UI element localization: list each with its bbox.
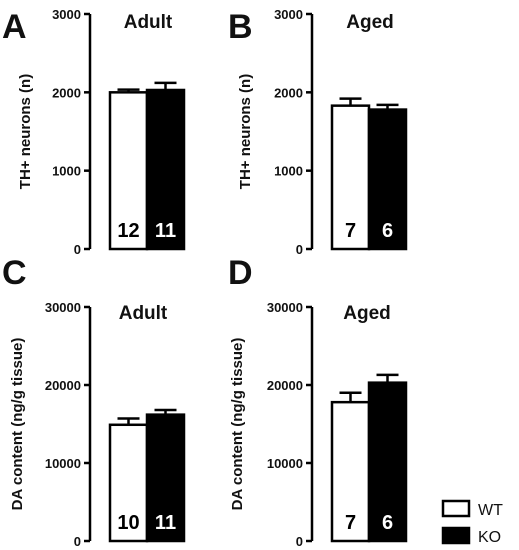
- panel-letter: B: [228, 8, 253, 46]
- y-tick-label: 3000: [274, 7, 303, 22]
- chart-title: Aged: [346, 12, 394, 33]
- legend-swatch-wt: [441, 499, 471, 518]
- y-tick-label: 0: [74, 534, 81, 549]
- bar-wt: [330, 400, 371, 543]
- panel-d: D Aged 0 10000 20000 30000 DA content (ng/g ti…: [228, 254, 408, 549]
- y-tick-label: 2000: [274, 85, 303, 100]
- y-axis-label: DA content (ng/g tissue): [9, 338, 26, 511]
- y-tick-label: 2000: [52, 85, 81, 100]
- n-label-ko: 11: [155, 512, 176, 534]
- bar-ko: [367, 108, 408, 251]
- y-tick-label: 10000: [45, 456, 81, 471]
- panel-letter: C: [2, 254, 27, 292]
- y-axis-label: TH+ neurons (n): [237, 74, 254, 189]
- y-tick-label: 20000: [267, 378, 303, 393]
- n-label-ko: 6: [382, 512, 393, 534]
- y-tick-label: 1000: [274, 164, 303, 179]
- y-tick-label: 0: [296, 534, 303, 549]
- panel-c: C Adult 0 10000 20000 30000 DA content (ng/g t…: [2, 254, 186, 549]
- y-axis-label: TH+ neurons (n): [17, 74, 34, 189]
- chart-title: Aged: [343, 303, 391, 324]
- n-label-wt: 7: [345, 220, 356, 242]
- y-tick-label: 3000: [52, 7, 81, 22]
- chart-title: Adult: [124, 12, 173, 33]
- y-tick-label: 30000: [45, 300, 81, 315]
- y-tick-label: 0: [296, 242, 303, 257]
- n-label-wt: 10: [117, 512, 139, 534]
- legend-label-wt: WT: [478, 502, 503, 519]
- legend-label-ko: KO: [478, 529, 501, 546]
- n-label-wt: 12: [117, 220, 139, 242]
- panel-a: A Adult 0 1000 2000 3000 TH+ neurons (n) 12 11: [2, 7, 186, 257]
- n-label-ko: 11: [155, 220, 176, 242]
- y-tick-label: 1000: [52, 164, 81, 179]
- y-tick-label: 10000: [267, 456, 303, 471]
- chart-title: Adult: [119, 303, 168, 324]
- n-label-ko: 6: [382, 220, 393, 242]
- n-label-wt: 7: [345, 512, 356, 534]
- legend: WT KO: [441, 499, 503, 546]
- panel-letter: A: [2, 8, 27, 46]
- panel-b: B Aged 0 1000 2000 3000 TH+ neurons (n) 7 6: [228, 7, 408, 257]
- y-axis-label: DA content (ng/g tissue): [229, 338, 246, 511]
- y-tick-label: 30000: [267, 300, 303, 315]
- panel-letter: D: [228, 254, 253, 292]
- bar-wt: [108, 423, 149, 543]
- bar-ko: [145, 88, 186, 251]
- legend-swatch-ko: [441, 526, 471, 545]
- y-tick-label: 20000: [45, 378, 81, 393]
- y-tick-label: 0: [74, 242, 81, 257]
